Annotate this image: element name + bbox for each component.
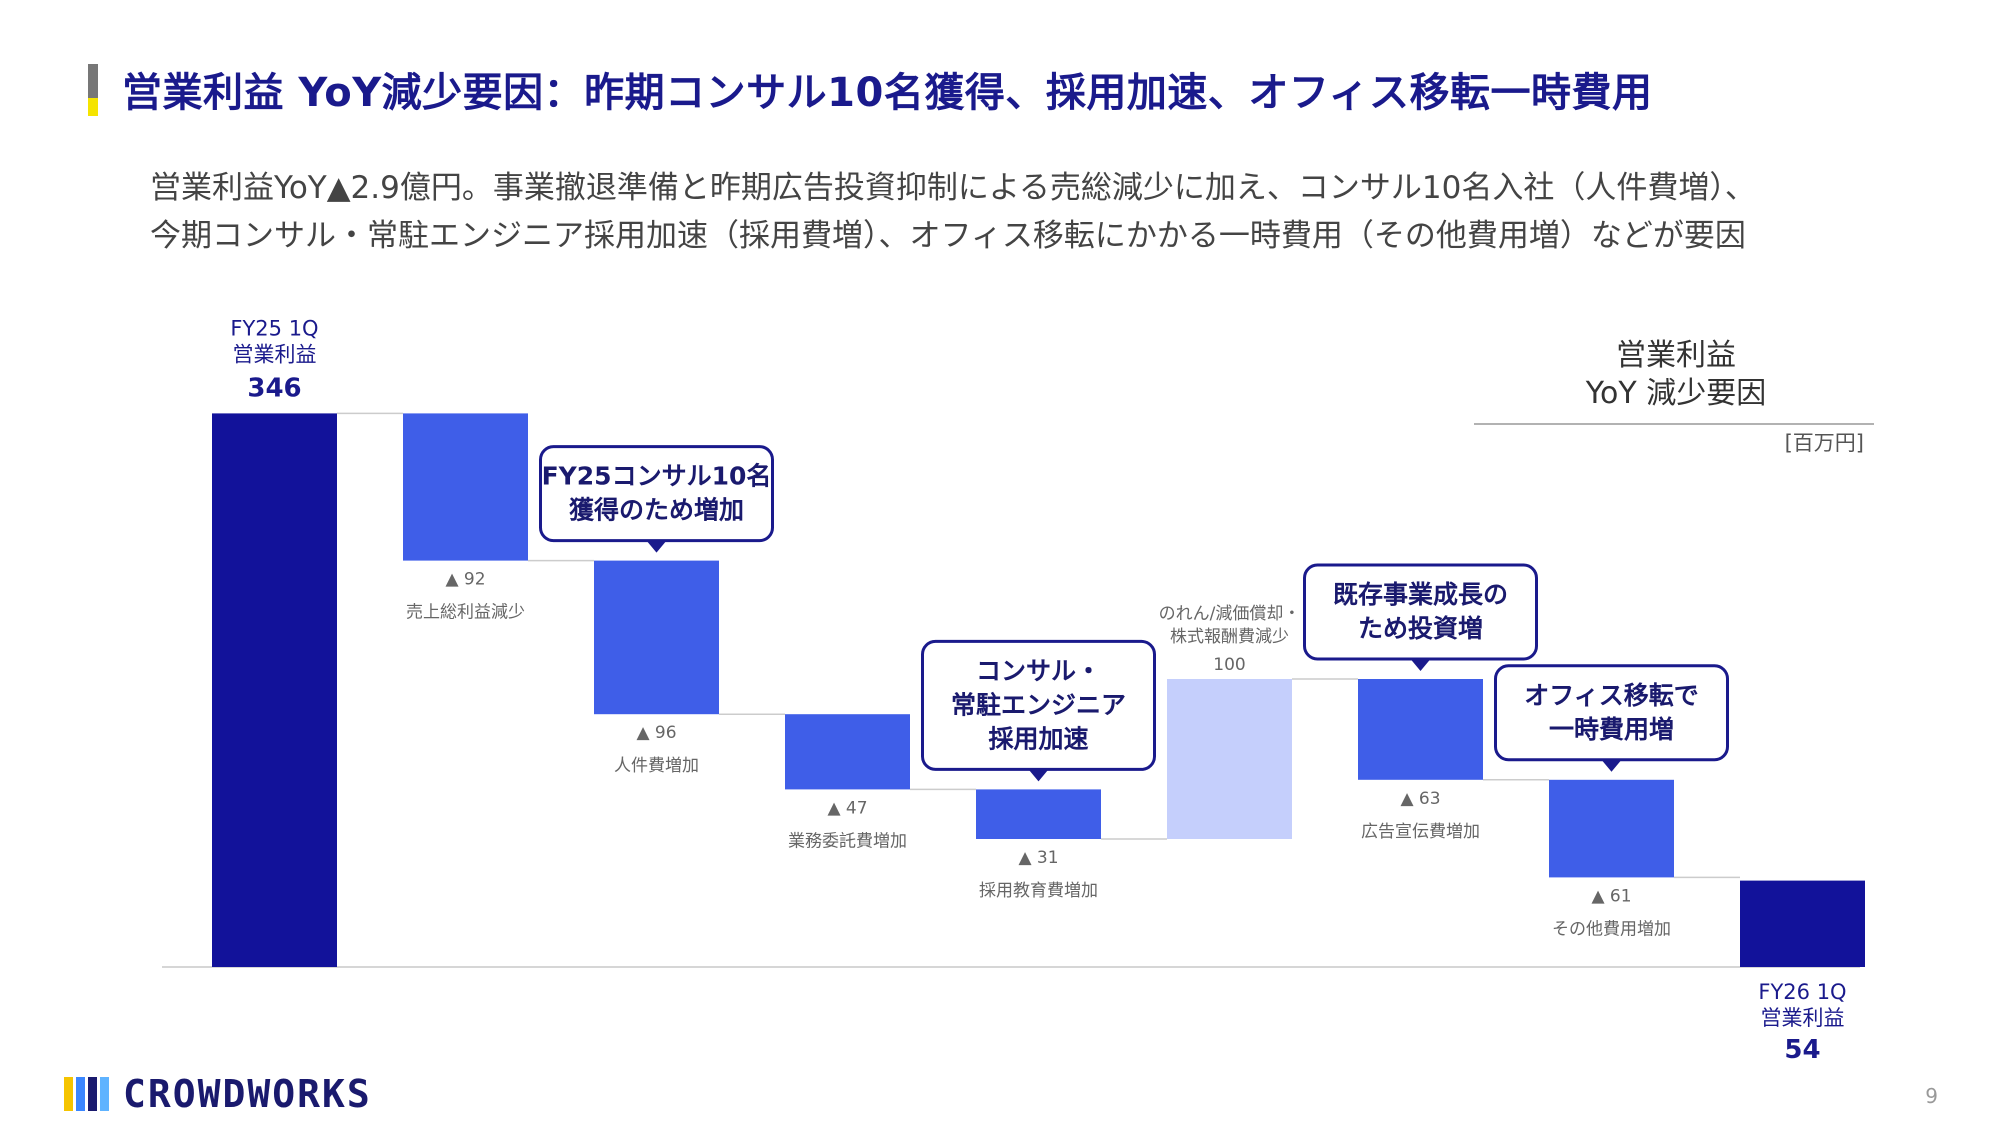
value-label-step-4: ▲ 31 bbox=[1018, 848, 1058, 868]
subtitle-line-2: 今期コンサル・常駐エンジニア採用加速（採用費増）、オフィス移転にかかる一時費用（… bbox=[150, 218, 1746, 254]
label-start-period: FY25 1Q bbox=[230, 316, 318, 340]
bar-step-8 bbox=[1740, 880, 1865, 967]
page-number: 9 bbox=[1925, 1084, 1938, 1108]
bar-step-4 bbox=[976, 789, 1101, 839]
logo-text: CROWDWORKS bbox=[123, 1072, 372, 1116]
callout-pointer-icon-2 bbox=[1410, 659, 1431, 671]
bar-step-6 bbox=[1358, 679, 1483, 780]
page-subtitle: 営業利益YoY▲2.9億円。事業撤退準備と昨期広告投資抑制による売総減少に加え、… bbox=[150, 164, 1756, 260]
callout-text-0-1: 獲得のため増加 bbox=[569, 496, 744, 525]
callout-pointer-icon-1 bbox=[1028, 769, 1049, 782]
callout-text-1-2: 採用加速 bbox=[988, 724, 1088, 753]
callout-text-3-0: オフィス移転で bbox=[1524, 681, 1699, 710]
legend-title-line-2: YoY 減少要因 bbox=[1585, 376, 1767, 411]
label-start-name: 営業利益 bbox=[233, 342, 317, 366]
subtitle-line-1: 営業利益YoY▲2.9億円。事業撤退準備と昨期広告投資抑制による売総減少に加え、… bbox=[150, 170, 1756, 206]
value-label-step-3: ▲ 47 bbox=[827, 798, 867, 818]
bar-step-3 bbox=[785, 714, 910, 790]
callout-text-0-0: FY25コンサル10名 bbox=[542, 462, 772, 491]
bar-step-1 bbox=[403, 413, 528, 561]
value-label-step-2: ▲ 96 bbox=[636, 723, 676, 743]
title-accent-bar bbox=[88, 64, 98, 116]
callout-text-1-0: コンサル・ bbox=[976, 656, 1101, 685]
legend-title-line-1: 営業利益 bbox=[1616, 338, 1736, 373]
label-end-period: FY26 1Q bbox=[1758, 980, 1846, 1004]
callout-text-3-1: 一時費用増 bbox=[1549, 715, 1674, 744]
value-label-step-5: 100 bbox=[1213, 655, 1245, 675]
callout-text-2-1: ため投資増 bbox=[1358, 614, 1483, 643]
bar-step-2 bbox=[594, 560, 719, 715]
category-label-step-7: その他費用増加 bbox=[1552, 919, 1671, 939]
label-end-name: 営業利益 bbox=[1761, 1006, 1845, 1030]
category-label-step-1: 売上総利益減少 bbox=[406, 603, 525, 623]
page-title: 営業利益 YoY減少要因：昨期コンサル10名獲得、採用加速、オフィス移転一時費用 bbox=[122, 70, 1653, 116]
crowdworks-logo: CROWDWORKS bbox=[64, 1072, 372, 1116]
value-label-start: 346 bbox=[247, 373, 301, 403]
bar-step-5 bbox=[1167, 679, 1292, 839]
category-label-step-6: 広告宣伝費増加 bbox=[1361, 822, 1480, 842]
category-label-step-4: 採用教育費増加 bbox=[979, 881, 1098, 901]
crowdworks-logo-mark-icon bbox=[64, 1077, 109, 1111]
value-label-step-7: ▲ 61 bbox=[1591, 886, 1631, 906]
category-label-step-5-b: 株式報酬費減少 bbox=[1170, 627, 1289, 647]
unit-label: [百万円] bbox=[1785, 431, 1864, 455]
value-label-end: 54 bbox=[1784, 1035, 1820, 1065]
value-label-step-6: ▲ 63 bbox=[1400, 789, 1440, 809]
bar-step-0 bbox=[212, 413, 337, 967]
callout-pointer-icon-0 bbox=[646, 540, 667, 553]
callout-pointer-icon-3 bbox=[1601, 759, 1622, 772]
category-label-step-2: 人件費増加 bbox=[614, 756, 699, 776]
callout-text-2-0: 既存事業成長の bbox=[1333, 580, 1508, 609]
callout-text-1-1: 常駐エンジニア bbox=[951, 690, 1126, 719]
category-label-step-5-a: のれん/減価償却・ bbox=[1159, 604, 1301, 624]
bar-step-7 bbox=[1549, 779, 1674, 878]
value-label-step-1: ▲ 92 bbox=[445, 570, 485, 590]
category-label-step-3: 業務委託費増加 bbox=[788, 831, 907, 851]
